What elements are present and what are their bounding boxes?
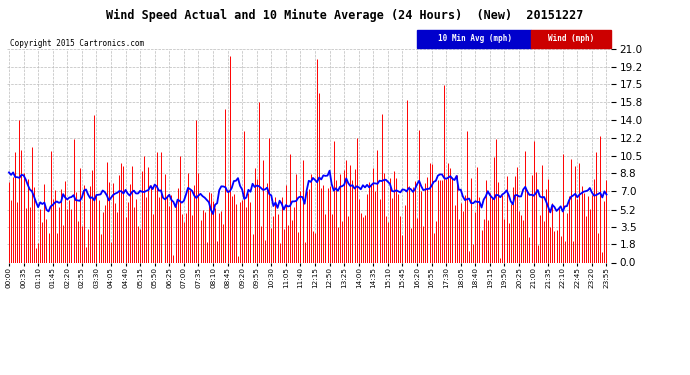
Text: Wind (mph): Wind (mph)	[548, 34, 595, 43]
Text: 10 Min Avg (mph): 10 Min Avg (mph)	[437, 34, 512, 43]
Text: Wind Speed Actual and 10 Minute Average (24 Hours)  (New)  20151227: Wind Speed Actual and 10 Minute Average …	[106, 9, 584, 22]
Text: Copyright 2015 Cartronics.com: Copyright 2015 Cartronics.com	[10, 39, 144, 48]
